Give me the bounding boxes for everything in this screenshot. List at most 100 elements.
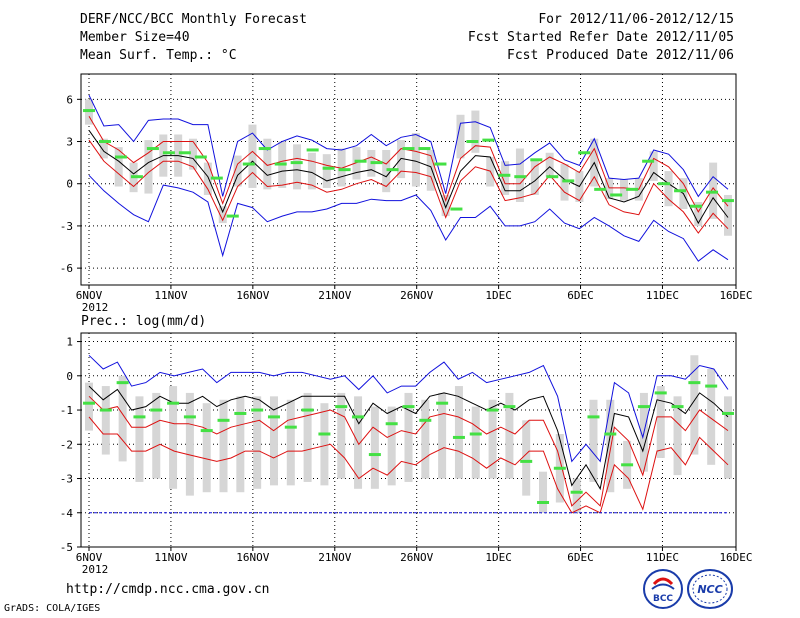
member-size: Member Size=40 xyxy=(80,30,190,45)
temp-x-tick-label: 6NOV xyxy=(76,289,103,302)
fcst-started-date: Fcst Started Refer Date 2012/11/05 xyxy=(467,30,734,45)
prec-box xyxy=(236,396,245,493)
temp-box xyxy=(144,140,153,194)
temp-lower-inner-line xyxy=(88,139,729,234)
prec-box xyxy=(454,386,463,479)
temp-box xyxy=(426,149,435,191)
prec-box xyxy=(269,396,278,486)
temp-x-tick-label: 16DEC xyxy=(719,289,752,302)
bcc-logo: BCC xyxy=(643,569,683,609)
prec-x-year-label: 2012 xyxy=(82,563,109,576)
prec-x-tick-label: 6NOV xyxy=(76,551,103,564)
temp-box xyxy=(307,152,316,190)
prec-x-tick-label: 11NOV xyxy=(154,551,187,564)
forecast-period: For 2012/11/06-2012/12/15 xyxy=(538,12,734,27)
temp-box xyxy=(218,206,227,224)
prec-y-tick-label: -3 xyxy=(60,473,73,486)
prec-box xyxy=(724,396,732,479)
prec-upper-inner-line xyxy=(88,395,729,507)
prec-box xyxy=(152,392,161,479)
temp-box xyxy=(114,147,123,187)
prec-box xyxy=(690,355,699,455)
variable-label: Mean Surf. Temp.: °C xyxy=(80,48,237,63)
prec-box xyxy=(707,368,716,465)
prec-box xyxy=(606,399,615,493)
temp-box xyxy=(411,133,420,187)
prec-box xyxy=(505,392,514,479)
temp-x-year-label: 2012 xyxy=(82,301,109,314)
prec-box xyxy=(118,375,127,462)
ncc-logo-text: NCC xyxy=(697,583,722,596)
temp-box xyxy=(233,155,242,187)
prec-box xyxy=(522,420,531,496)
temp-box xyxy=(352,147,361,180)
temp-box xyxy=(501,161,510,195)
prec-box xyxy=(219,399,228,493)
temp-box xyxy=(203,162,212,195)
prec-box xyxy=(320,403,329,486)
prec-x-tick-label: 16NOV xyxy=(236,551,269,564)
temp-box xyxy=(293,144,302,190)
temp-box xyxy=(545,152,554,177)
prec-box xyxy=(253,396,262,489)
prec-y-tick-label: 0 xyxy=(66,370,73,383)
temp-y-tick-label: 6 xyxy=(66,93,73,106)
temp-y-tick-label: 0 xyxy=(66,178,73,191)
temp-x-tick-label: 16NOV xyxy=(236,289,269,302)
prec-x-tick-label: 21NOV xyxy=(318,551,351,564)
temp-box xyxy=(530,161,539,195)
prec-y-tick-label: 1 xyxy=(66,336,73,349)
temp-box xyxy=(337,148,346,187)
website-url[interactable]: http://cmdp.ncc.cma.gov.cn xyxy=(66,582,270,597)
temp-ensemble-mean-line xyxy=(88,130,729,225)
prec-box xyxy=(101,386,110,455)
prec-box xyxy=(370,406,379,489)
prec-plot-frame xyxy=(80,332,737,548)
temp-box xyxy=(248,124,257,188)
temp-box xyxy=(664,171,673,207)
prec-box xyxy=(135,396,144,482)
prec-box xyxy=(539,471,548,513)
prec-x-tick-label: 26NOV xyxy=(400,551,433,564)
prec-box xyxy=(673,396,682,476)
temp-box xyxy=(263,138,272,190)
prec-y-tick-label: -4 xyxy=(60,507,74,520)
temp-y-tick-label: -3 xyxy=(60,220,73,233)
prec-upper-outer-line xyxy=(88,354,729,463)
temp-box xyxy=(99,138,108,159)
temp-y-tick-label: 3 xyxy=(66,136,73,149)
temp-box xyxy=(724,194,732,236)
prec-y-tick-label: -1 xyxy=(60,404,73,417)
temp-x-tick-label: 1DEC xyxy=(485,289,512,302)
prec-lower-inner-line xyxy=(88,416,729,514)
temp-y-tick-label: -6 xyxy=(60,262,73,275)
bcc-logo-text: BCC xyxy=(653,594,673,604)
temp-box xyxy=(605,178,614,200)
prec-panel-title: Prec.: log(mm/d) xyxy=(81,314,206,329)
temp-box xyxy=(471,110,480,153)
prec-box xyxy=(572,478,581,513)
temp-x-tick-label: 11NOV xyxy=(154,289,187,302)
temp-x-tick-label: 26NOV xyxy=(400,289,433,302)
prec-box xyxy=(656,386,665,458)
prec-x-tick-label: 6DEC xyxy=(567,551,594,564)
prec-box xyxy=(337,392,346,479)
prec-box xyxy=(488,399,497,479)
temp-x-tick-label: 21NOV xyxy=(318,289,351,302)
prec-box xyxy=(404,392,413,482)
prec-box xyxy=(589,399,598,482)
ncc-logo: NCC xyxy=(687,569,733,609)
temp-box xyxy=(322,154,331,188)
temp-box xyxy=(441,194,450,217)
temp-box xyxy=(619,179,628,201)
temp-x-tick-label: 6DEC xyxy=(567,289,594,302)
prec-box xyxy=(438,392,447,479)
prec-box xyxy=(202,403,211,493)
temp-box xyxy=(189,138,198,170)
temp-box xyxy=(649,151,658,181)
temp-box xyxy=(694,202,703,226)
prec-y-tick-label: -5 xyxy=(60,541,73,554)
temp-x-tick-label: 11DEC xyxy=(646,289,679,302)
fcst-produced-date: Fcst Produced Date 2012/11/06 xyxy=(507,48,734,63)
